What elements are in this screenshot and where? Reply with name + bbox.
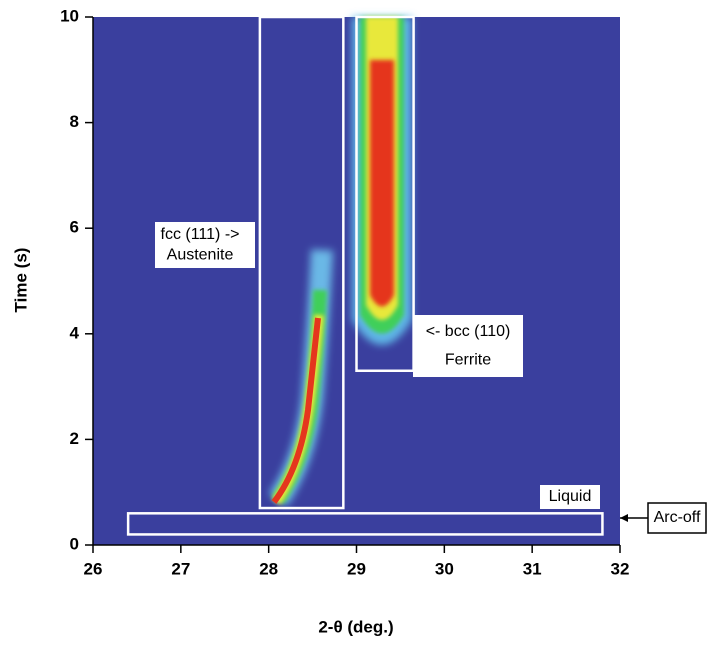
region-label-box — [413, 315, 523, 377]
x-tick-label: 32 — [611, 559, 630, 578]
x-tick-label: 27 — [171, 559, 190, 578]
intensity-map — [268, 17, 412, 507]
y-tick-label: 6 — [70, 218, 79, 237]
x-tick-label: 29 — [347, 559, 366, 578]
x-tick-label: 28 — [259, 559, 278, 578]
region-label-box — [540, 485, 600, 509]
fcc-peak-red — [271, 317, 321, 504]
arc-off-label: Arc-off — [654, 509, 701, 526]
x-axis-label: 2-θ (deg.) — [318, 617, 393, 636]
region-label-box — [155, 222, 255, 268]
x-tick-label: 26 — [84, 559, 103, 578]
region-label: <- bcc (110) — [426, 323, 511, 340]
region-label: Austenite — [167, 247, 234, 264]
arc-off-arrowhead — [620, 514, 628, 522]
y-tick-label: 8 — [70, 112, 79, 131]
region-box — [258, 15, 345, 510]
region-label: Ferrite — [445, 351, 491, 368]
x-tick-label: 31 — [523, 559, 542, 578]
region-box — [355, 15, 415, 373]
y-tick-label: 2 — [70, 429, 79, 448]
bcc-peak-red — [370, 60, 394, 307]
y-tick-label: 10 — [60, 6, 79, 25]
arc-off-box — [647, 502, 707, 534]
axes: 26 27 28 29 30 31 32 0 2 4 6 8 10 — [60, 6, 629, 578]
x-tick-label: 30 — [435, 559, 454, 578]
region-label: fcc (111) -> — [161, 226, 240, 243]
y-axis-label: Time (s) — [11, 248, 30, 313]
region-label: Liquid — [549, 488, 592, 505]
y-tick-label: 0 — [70, 534, 79, 553]
region-box — [126, 512, 604, 536]
y-tick-label: 4 — [70, 323, 80, 342]
